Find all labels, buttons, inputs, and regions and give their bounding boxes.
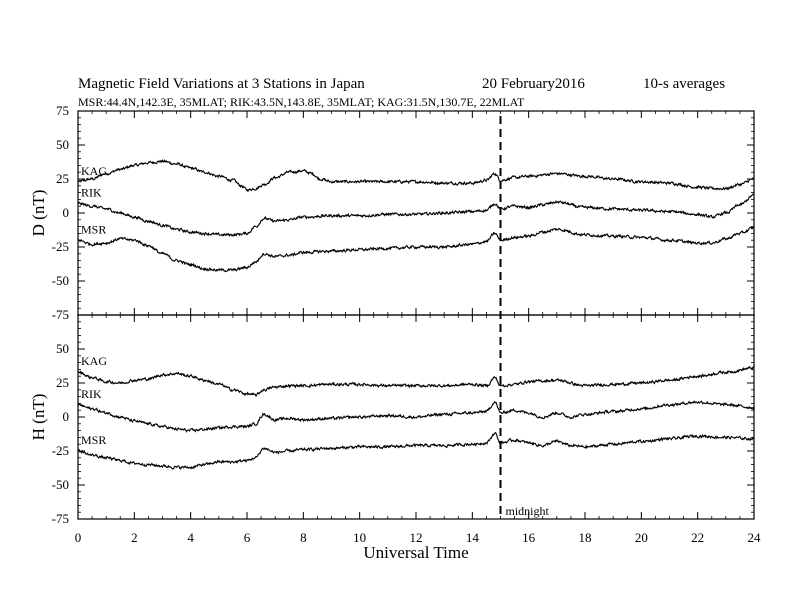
d-component-panel: -75 -50 -25 0 25 50 75 D (nT) KAG RIK MSR (29, 103, 755, 322)
x-tick-label: 20 (635, 530, 648, 545)
series-line-msr (77, 226, 755, 273)
x-tick-label: 8 (300, 530, 307, 545)
y-axis-label: D (nT) (29, 190, 48, 237)
series-line-msr (77, 432, 755, 471)
y-tick-label: -75 (52, 511, 69, 526)
x-tick-label: 4 (187, 530, 194, 545)
panel-frame (77, 314, 755, 520)
x-axis-label: Universal Time (363, 543, 468, 562)
series-label-kag: KAG (81, 164, 107, 178)
x-tick-label: 22 (691, 530, 704, 545)
series-line-rik (77, 400, 755, 433)
y-tick-label: -50 (52, 477, 69, 492)
x-axis: 0 2 4 6 8 10 12 14 16 18 20 22 24 (75, 530, 761, 545)
chart-title: Magnetic Field Variations at 3 Stations … (78, 76, 365, 92)
y-tick-label: -50 (52, 273, 69, 288)
series-label-msr: MSR (81, 222, 106, 236)
station-info-subtitle: MSR:44.4N,142.3E, 35MLAT; RIK:43.5N,143.… (78, 95, 525, 109)
series-label-msr: MSR (81, 433, 106, 447)
x-tick-label: 10 (353, 530, 366, 545)
x-tick-label: 12 (410, 530, 423, 545)
y-tick-label: -25 (52, 239, 69, 254)
series-line-rik (77, 193, 755, 237)
y-tick-label: 50 (56, 341, 69, 356)
x-tick-label: 18 (579, 530, 592, 545)
x-tick-label: 14 (466, 530, 480, 545)
chart-date: 20 February2016 (482, 76, 585, 92)
series-line-kag (77, 365, 755, 397)
h-component-panel: -75 -50 -25 0 25 50 H (nT) KAG RIK MSR (29, 314, 755, 526)
series-label-rik: RIK (81, 186, 102, 200)
y-tick-label: 0 (63, 205, 70, 220)
y-tick-label: 50 (56, 137, 69, 152)
midnight-label: midnight (506, 504, 550, 518)
series-line-kag (77, 158, 755, 193)
y-tick-label: 75 (56, 103, 69, 118)
x-tick-label: 24 (748, 530, 762, 545)
series-label-rik: RIK (81, 387, 102, 401)
y-tick-label: 0 (63, 409, 70, 424)
x-tick-label: 2 (131, 530, 138, 545)
y-tick-label: 25 (56, 375, 69, 390)
y-tick-label: -25 (52, 443, 69, 458)
y-tick-label: -75 (52, 307, 69, 322)
y-tick-label: 25 (56, 171, 69, 186)
x-tick-label: 6 (244, 530, 251, 545)
chart-averaging: 10-s averages (643, 76, 725, 92)
x-tick-label: 0 (75, 530, 82, 545)
x-tick-label: 16 (522, 530, 536, 545)
y-axis-label: H (nT) (29, 394, 48, 441)
series-label-kag: KAG (81, 354, 107, 368)
